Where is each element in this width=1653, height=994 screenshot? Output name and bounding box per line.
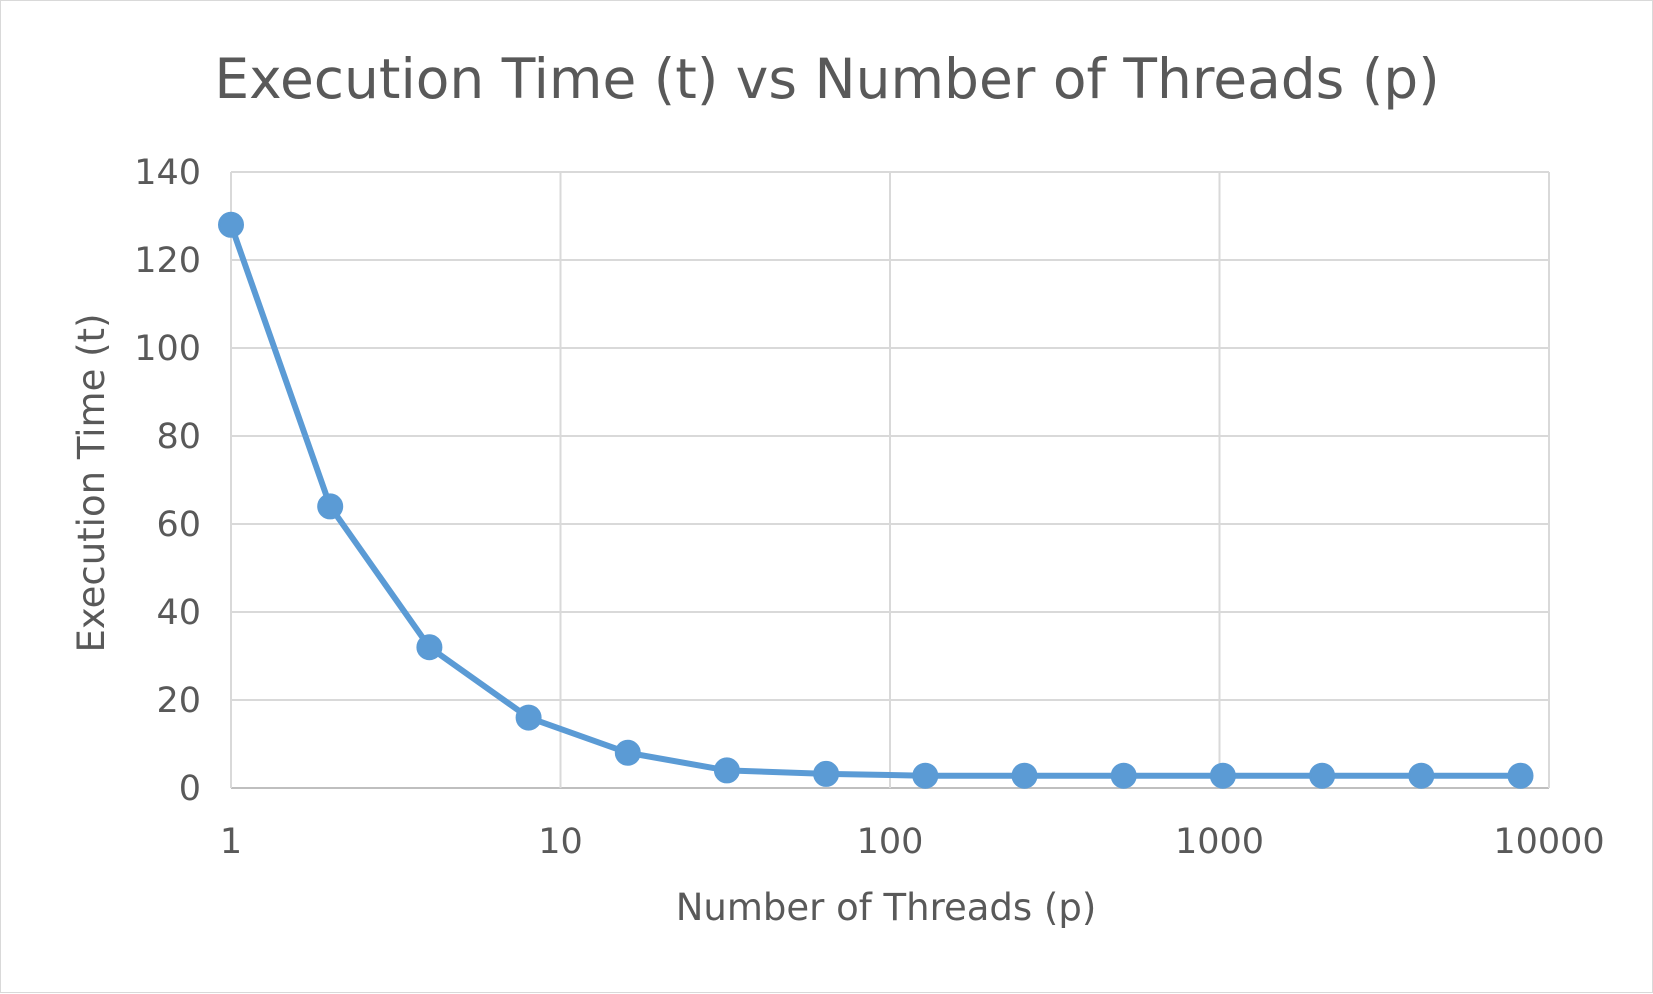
x-tick-labels: 1 10 100 1000 10000 xyxy=(220,822,1605,862)
data-point xyxy=(1209,762,1236,789)
data-point xyxy=(1309,762,1336,789)
y-tick-label: 0 xyxy=(179,769,201,809)
data-point xyxy=(614,739,641,766)
data-point xyxy=(1110,762,1137,789)
x-tick-label: 10 xyxy=(538,822,583,862)
x-tick-label: 100 xyxy=(857,822,924,862)
data-point xyxy=(515,704,542,731)
y-tick-label: 80 xyxy=(156,417,201,457)
data-point xyxy=(416,634,443,661)
x-tick-label: 1 xyxy=(220,822,242,862)
x-tick-label: 1000 xyxy=(1175,822,1264,862)
y-tick-label: 40 xyxy=(156,593,201,633)
data-series xyxy=(218,211,1534,789)
data-point xyxy=(1507,762,1534,789)
data-point xyxy=(912,762,939,789)
series-line xyxy=(228,221,1524,779)
data-point xyxy=(813,760,840,787)
y-tick-label: 60 xyxy=(156,505,201,545)
y-tick-labels: 0 20 40 60 80 100 120 140 xyxy=(134,153,201,809)
x-tick-label: 10000 xyxy=(1493,822,1604,862)
data-point xyxy=(1011,762,1038,789)
y-tick-label: 120 xyxy=(134,241,201,281)
data-point xyxy=(218,211,244,238)
gridlines xyxy=(230,171,1550,789)
y-tick-label: 20 xyxy=(156,681,201,721)
y-tick-label: 100 xyxy=(134,329,201,369)
data-point xyxy=(713,757,740,784)
data-point xyxy=(1408,762,1435,789)
chart-title: Execution Time (t) vs Number of Threads … xyxy=(214,47,1439,111)
x-axis-title: Number of Threads (p) xyxy=(676,886,1097,929)
data-point xyxy=(317,493,344,520)
y-axis-title: Execution Time (t) xyxy=(70,313,113,652)
y-tick-label: 140 xyxy=(134,153,201,193)
